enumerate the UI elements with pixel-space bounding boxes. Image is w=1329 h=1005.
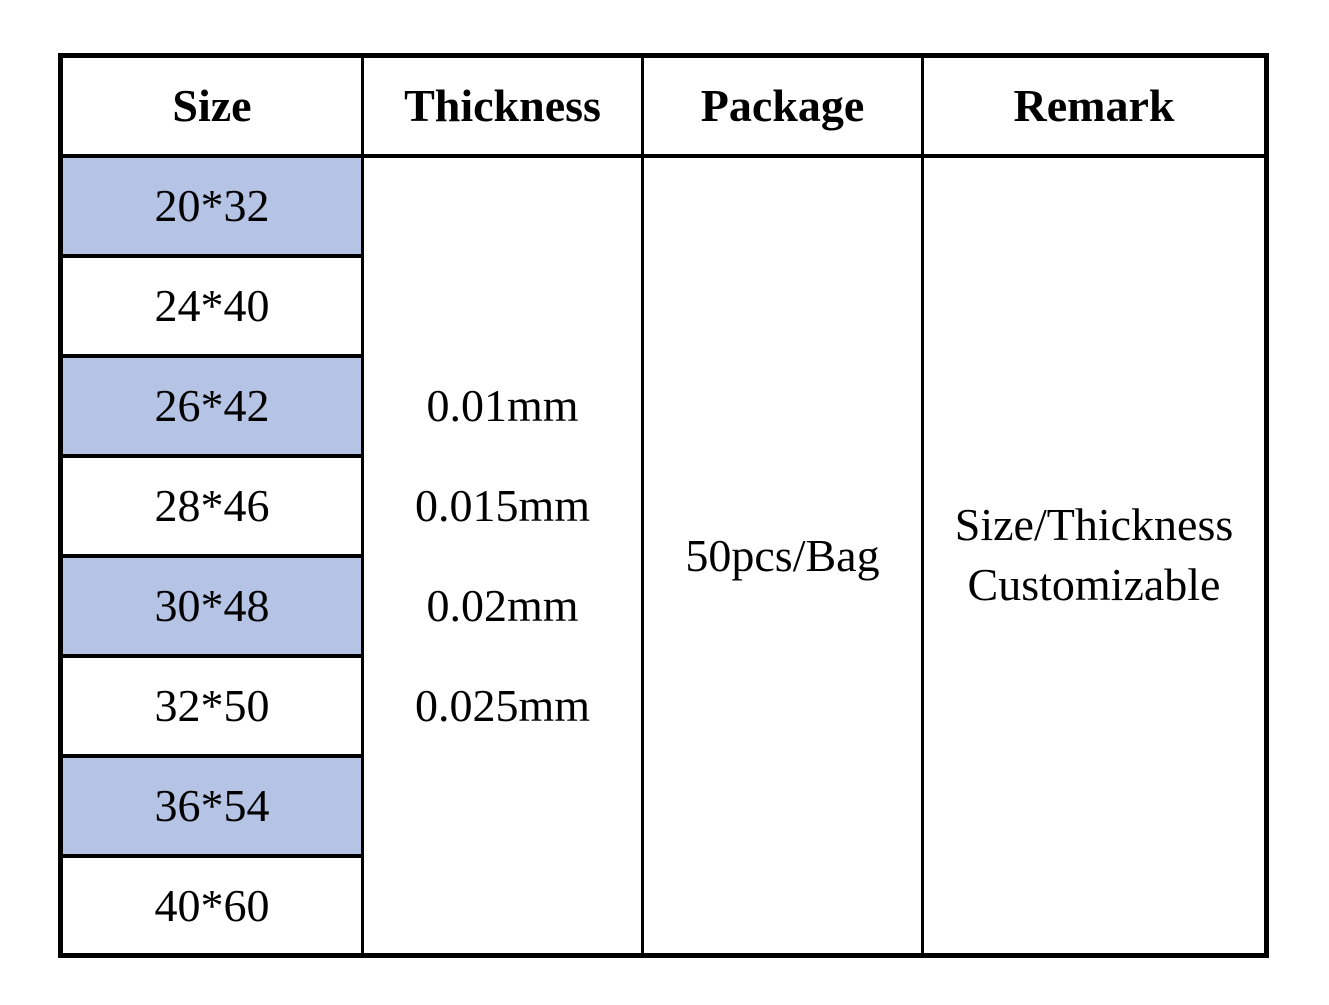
size-cell: 28*46 [59, 453, 364, 558]
table-row: 26*42 [59, 353, 1267, 458]
thickness-value: 0.02mm [426, 579, 579, 631]
table-row: 20*32 0.01mm 0.015mm 0.02mm 0.025mm 50pc… [59, 153, 1268, 957]
table-row: 32*50 [59, 653, 1267, 758]
size-cell: 20*32 [59, 153, 364, 258]
spec-table: Size Thickness Package Remark 20*32 0.01… [58, 53, 1269, 958]
size-cell: 24*40 [59, 253, 364, 358]
thickness-value: 0.025mm [414, 679, 591, 731]
remark-line: Size/Thickness [954, 499, 1234, 551]
header-row: Size Thickness Package Remark [59, 54, 1268, 158]
table-row: 30*48 [59, 553, 1267, 658]
column-header-package: Package [641, 54, 924, 158]
package-value: 50pcs/Bag [685, 529, 880, 581]
thickness-value: 0.01mm [426, 379, 579, 431]
size-cell: 26*42 [59, 353, 364, 458]
size-cell: 36*54 [59, 753, 364, 858]
column-header-thickness: Thickness [361, 54, 644, 158]
column-header-remark: Remark [921, 54, 1268, 158]
size-cell: 30*48 [59, 553, 364, 658]
table-row: 28*46 [59, 453, 1267, 558]
size-cell: 40*60 [59, 853, 364, 958]
table-row: 24*40 [59, 253, 1267, 358]
remark-cell: Size/Thickness Customizable [921, 154, 1268, 957]
thickness-value: 0.015mm [414, 479, 591, 531]
remark-text: Size/Thickness Customizable [926, 495, 1264, 615]
table-row: 40*60 [59, 853, 1267, 958]
remark-line: Customizable [967, 559, 1221, 611]
column-header-size: Size [59, 54, 364, 158]
thickness-cell: 0.01mm 0.015mm 0.02mm 0.025mm [361, 154, 644, 957]
table-row: 36*54 [59, 753, 1267, 858]
size-cell: 32*50 [59, 653, 364, 758]
thickness-stack: 0.01mm 0.015mm 0.02mm 0.025mm [366, 355, 640, 755]
package-cell: 50pcs/Bag [641, 154, 924, 957]
